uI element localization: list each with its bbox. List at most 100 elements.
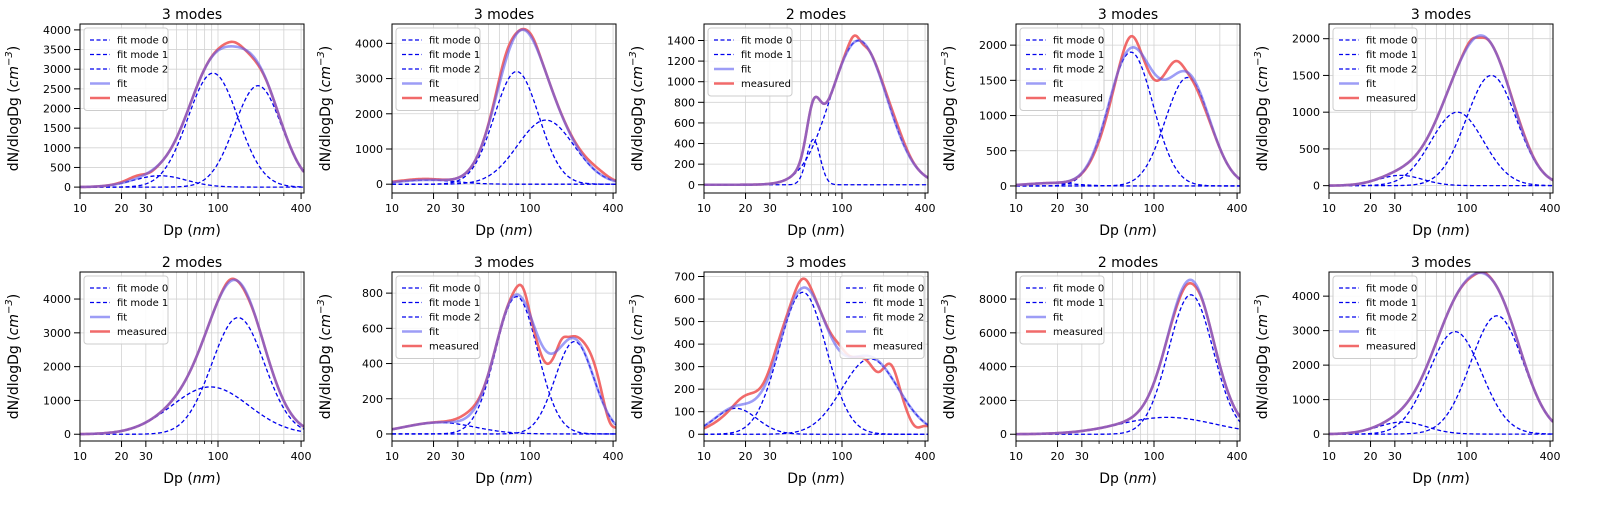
- x-axis-label: Dp (nm): [787, 471, 845, 487]
- axes-frame: [1328, 23, 1554, 194]
- y-tick-label: 1000: [43, 142, 71, 155]
- x-tick-label: 100: [831, 202, 852, 215]
- y-tick-label: 3000: [43, 327, 71, 340]
- subplot-title: 3 modes: [474, 255, 534, 271]
- y-tick-label: 400: [674, 338, 695, 351]
- y-tick-label: 6000: [979, 327, 1007, 340]
- legend-fit-mode-0-label: fit mode 0: [1366, 36, 1417, 47]
- x-tick-label: 10: [1009, 450, 1023, 463]
- fit-line: [704, 286, 928, 428]
- legend-measured-label: measured: [1366, 342, 1416, 353]
- legend-box: [83, 27, 169, 111]
- legend-fit-mode-2-label: fit mode 2: [429, 65, 480, 76]
- x-tick-label: 20: [115, 202, 129, 215]
- axes-frame: [1015, 23, 1241, 194]
- x-tick-label: 400: [915, 202, 936, 215]
- legend-fit-mode-1-label: fit mode 1: [1053, 50, 1104, 61]
- y-tick-label: 0: [1000, 428, 1007, 441]
- y-tick-label: 0: [64, 181, 71, 194]
- plot-area: [80, 277, 304, 436]
- legend: fit mode 0 fit mode 1 fit mode 2 fit measure…: [83, 27, 169, 111]
- legend-fit-mode-1-label: fit mode 1: [1366, 298, 1417, 309]
- y-tick-label: 0: [688, 179, 695, 192]
- legend-box: [1332, 27, 1418, 111]
- x-tick-label: 20: [1051, 450, 1065, 463]
- y-tick-label: 0: [1313, 180, 1320, 193]
- legend-box: [395, 27, 481, 111]
- x-tick-label: 100: [1143, 202, 1164, 215]
- x-tick-label: 20: [739, 202, 753, 215]
- y-tick-label: 500: [674, 316, 695, 329]
- x-tick-label: 100: [519, 202, 540, 215]
- x-axis-label: Dp (nm): [1412, 471, 1470, 487]
- fit-mode-0-line: [1016, 182, 1240, 187]
- y-tick-label: 200: [674, 383, 695, 396]
- y-tick-label: 1000: [1292, 394, 1320, 407]
- legend-fit-mode-0-label: fit mode 0: [429, 284, 480, 295]
- legend-fit-label: fit: [741, 65, 751, 76]
- legend-fit-mode-1-label: fit mode 1: [1366, 50, 1417, 61]
- legend-box: [1019, 27, 1105, 111]
- y-tick-label: 0: [376, 428, 383, 441]
- y-tick-label: 3000: [1292, 325, 1320, 338]
- y-tick-label: 4000: [43, 24, 71, 37]
- x-tick-label: 20: [1364, 202, 1378, 215]
- legend-fit-mode-1-label: fit mode 1: [1053, 298, 1104, 309]
- fit-line: [1016, 46, 1240, 187]
- subplot-4: 10 20 30 100 400 0 500 1000 1500 2000 3 modes Dp (n…: [940, 7, 1248, 239]
- legend-fit-mode-1-label: fit mode 1: [117, 298, 168, 309]
- fit-mode-1-line: [80, 72, 304, 188]
- x-axis-label: Dp (nm): [1099, 223, 1157, 239]
- x-tick-label: 30: [1388, 450, 1402, 463]
- y-tick-label: 4000: [1292, 290, 1320, 303]
- fit-mode-0-line: [1329, 421, 1553, 435]
- plot-area: [1329, 34, 1553, 187]
- subplot-title: 3 modes: [1411, 255, 1471, 271]
- fit-line: [1329, 272, 1553, 436]
- legend: fit mode 0 fit mode 1 fit mode 2 fit measure…: [1019, 27, 1105, 111]
- x-tick-label: 30: [763, 202, 777, 215]
- x-tick-label: 10: [1009, 202, 1023, 215]
- fit-mode-0-line: [1016, 416, 1240, 435]
- y-axis-label: dN/dlogDg (cm−3): [940, 294, 958, 419]
- y-tick-label: 2000: [355, 108, 383, 121]
- legend-fit-mode-1-label: fit mode 1: [741, 50, 792, 61]
- legend-fit-label: fit: [117, 79, 127, 90]
- axes-frame: [703, 271, 929, 442]
- legend-fit-mode-0-label: fit mode 0: [117, 284, 168, 295]
- y-tick-label: 500: [986, 145, 1007, 158]
- x-tick-label: 400: [291, 450, 312, 463]
- y-tick-label: 2000: [43, 103, 71, 116]
- subplot-1: 10 20 30 100 4000500100015002000250030003500…: [4, 7, 312, 239]
- legend: fit mode 0 fit mode 1 fit measured: [707, 27, 793, 97]
- legend-fit-label: fit: [1053, 313, 1063, 324]
- y-tick-label: 1500: [43, 122, 71, 135]
- y-tick-label: 4000: [355, 37, 383, 50]
- x-tick-label: 20: [1051, 202, 1065, 215]
- y-tick-label: 1000: [667, 76, 695, 89]
- legend-box: [839, 275, 925, 359]
- y-axis-label: dN/dlogDg (cm−3): [316, 294, 334, 419]
- plot-area: [1016, 34, 1240, 187]
- subplot-title: 3 modes: [1411, 7, 1471, 23]
- x-tick-label: 100: [207, 202, 228, 215]
- fit-line: [1016, 278, 1240, 436]
- legend-fit-mode-1-label: fit mode 1: [117, 50, 168, 61]
- y-tick-label: 600: [674, 117, 695, 130]
- x-axis-label: Dp (nm): [163, 471, 221, 487]
- subplot-title: 2 modes: [786, 7, 846, 23]
- fit-mode-1-line: [704, 291, 928, 435]
- y-tick-label: 1200: [667, 55, 695, 68]
- legend-fit-label: fit: [117, 313, 127, 324]
- legend-fit-label: fit: [429, 327, 439, 338]
- legend-measured-label: measured: [429, 94, 479, 105]
- plot-area: [392, 27, 616, 185]
- fit-line: [80, 45, 304, 189]
- y-axis-label: dN/dlogDg (cm−3): [1253, 294, 1271, 419]
- legend-fit-label: fit: [429, 79, 439, 90]
- legend-fit-mode-1-label: fit mode 1: [429, 50, 480, 61]
- y-tick-label: 3500: [43, 44, 71, 57]
- fit-mode-0-line: [704, 138, 928, 186]
- fit-mode-0-line: [1329, 174, 1553, 187]
